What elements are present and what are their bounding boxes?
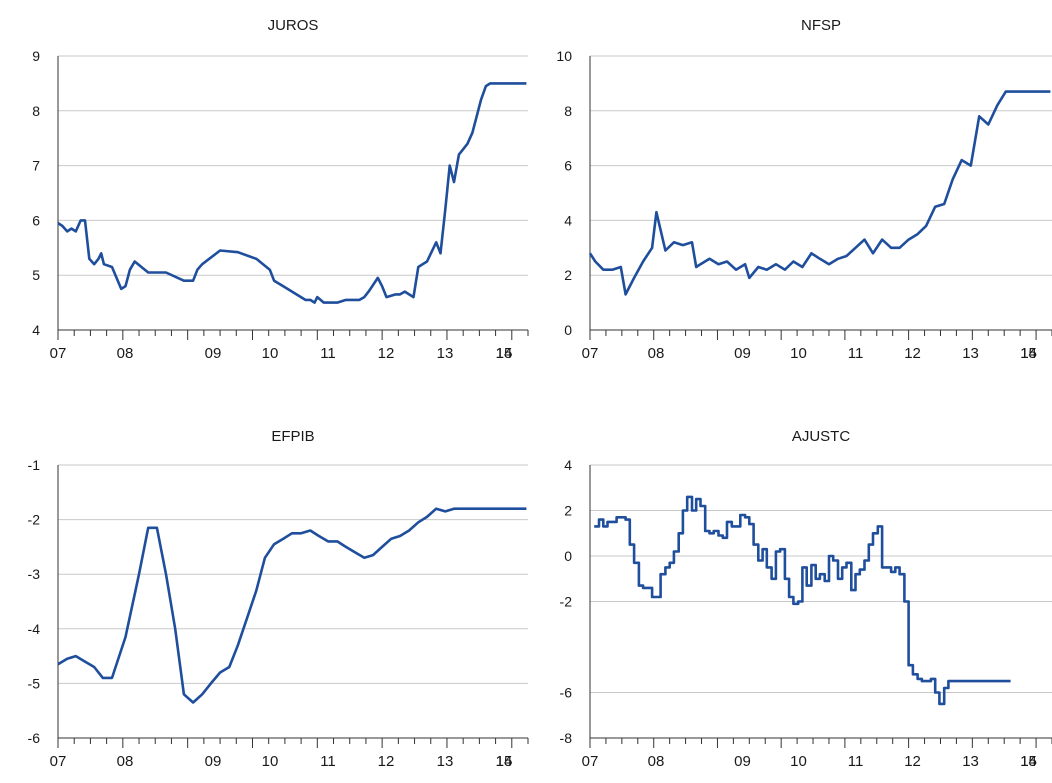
y-tick-label: -6 bbox=[28, 730, 41, 746]
x-tick-label: 11 bbox=[320, 753, 336, 770]
series-line bbox=[594, 495, 1011, 706]
y-tick-label: 2 bbox=[564, 503, 572, 519]
y-tick-label: -2 bbox=[560, 594, 573, 610]
x-tick-label: 14 bbox=[1020, 345, 1037, 362]
y-tick-label: 10 bbox=[556, 48, 572, 64]
x-tick-label: 15 bbox=[496, 345, 513, 362]
y-tick-label: 0 bbox=[564, 548, 572, 564]
x-tick-label: 10 bbox=[262, 753, 279, 770]
y-tick-label: 4 bbox=[564, 457, 572, 473]
y-tick-label: -3 bbox=[28, 566, 41, 582]
x-tick-label: 07 bbox=[582, 753, 599, 770]
x-tick-label: 09 bbox=[734, 753, 751, 770]
x-tick-label: 10 bbox=[790, 345, 807, 362]
x-tick-label: 07 bbox=[582, 345, 599, 362]
series-line bbox=[57, 82, 527, 304]
x-tick-label: 12 bbox=[378, 753, 395, 770]
chart-title: NFSP bbox=[801, 17, 841, 34]
series-line bbox=[588, 90, 1051, 296]
x-tick-label: 08 bbox=[117, 345, 134, 362]
x-tick-label: 12 bbox=[904, 345, 921, 362]
x-tick-label: 11 bbox=[320, 345, 336, 362]
x-tick-label: 07 bbox=[50, 345, 67, 362]
x-tick-label: 12 bbox=[904, 753, 921, 770]
x-tick-label: 07 bbox=[50, 753, 67, 770]
x-tick-label: 14 bbox=[496, 345, 513, 362]
y-tick-label: 7 bbox=[32, 158, 40, 174]
x-tick-label: 09 bbox=[205, 345, 222, 362]
y-tick-label: -5 bbox=[28, 675, 41, 691]
x-tick-label: 08 bbox=[117, 753, 134, 770]
chart-title: JUROS bbox=[268, 17, 319, 34]
x-tick-label: 09 bbox=[205, 753, 222, 770]
x-tick-label: 09 bbox=[734, 345, 751, 362]
y-tick-label: 0 bbox=[564, 322, 572, 338]
x-tick-label: 13 bbox=[962, 753, 979, 770]
x-tick-label: 11 bbox=[848, 753, 864, 770]
x-tick-label: 13 bbox=[437, 753, 454, 770]
y-tick-label: 4 bbox=[564, 212, 572, 228]
y-tick-label: -8 bbox=[560, 730, 573, 746]
x-tick-label: 08 bbox=[648, 345, 665, 362]
x-tick-label: 15 bbox=[1020, 753, 1037, 770]
x-tick-label: 15 bbox=[1020, 345, 1037, 362]
x-tick-label: 14 bbox=[1020, 753, 1037, 770]
x-tick-label: 10 bbox=[262, 345, 279, 362]
y-tick-label: 6 bbox=[32, 212, 40, 228]
x-tick-label: 13 bbox=[437, 345, 454, 362]
y-tick-label: -1 bbox=[28, 457, 41, 473]
y-tick-label: -4 bbox=[28, 621, 41, 637]
chart-title: EFPIB bbox=[271, 428, 314, 445]
x-tick-label: 15 bbox=[496, 753, 513, 770]
chart-title: AJUSTC bbox=[792, 428, 851, 445]
y-tick-label: 5 bbox=[32, 267, 40, 283]
y-tick-label: 8 bbox=[564, 103, 572, 119]
series-line bbox=[57, 507, 527, 704]
y-tick-label: -2 bbox=[28, 512, 41, 528]
x-tick-label: 10 bbox=[790, 753, 807, 770]
y-tick-label: 8 bbox=[32, 103, 40, 119]
x-tick-label: 08 bbox=[648, 753, 665, 770]
x-tick-label: 11 bbox=[848, 345, 864, 362]
x-tick-label: 12 bbox=[378, 345, 395, 362]
x-tick-label: 13 bbox=[962, 345, 979, 362]
y-tick-label: 9 bbox=[32, 48, 40, 64]
y-tick-label: 6 bbox=[564, 158, 572, 174]
y-tick-label: 2 bbox=[564, 267, 572, 283]
y-tick-label: -6 bbox=[560, 685, 573, 701]
y-tick-label: 4 bbox=[32, 322, 40, 338]
x-tick-label: 14 bbox=[496, 753, 513, 770]
